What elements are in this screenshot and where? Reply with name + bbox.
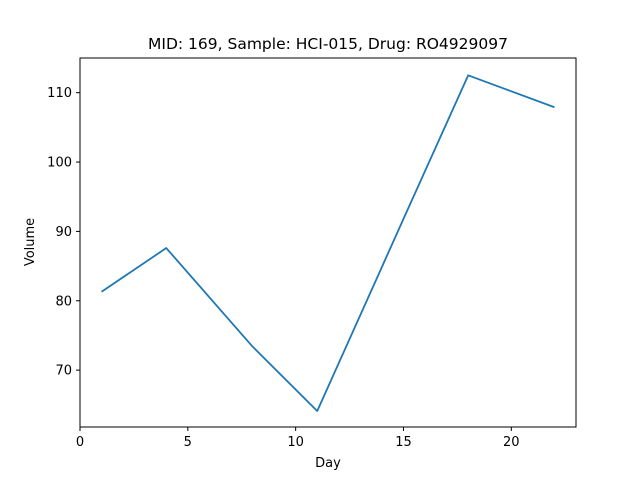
y-tick-label: 100 <box>47 156 72 171</box>
series-group <box>101 74 555 412</box>
y-tick-label: 110 <box>47 86 72 101</box>
series-line-0 <box>101 74 555 412</box>
y-tick-label: 80 <box>55 294 72 309</box>
x-axis-ticks: 0 5 10 15 20 <box>76 427 520 450</box>
y-tick-label: 90 <box>55 225 72 240</box>
y-tick-label: 70 <box>55 364 72 379</box>
x-axis-label: Day <box>315 456 341 471</box>
y-axis-ticks: 70 80 90 100 110 <box>47 86 80 379</box>
x-tick-label: 5 <box>184 435 192 450</box>
x-tick-label: 0 <box>76 435 84 450</box>
chart-title: MID: 169, Sample: HCI-015, Drug: RO49290… <box>148 35 508 53</box>
x-tick-label: 15 <box>395 435 412 450</box>
plot-frame <box>79 57 577 428</box>
x-tick-label: 10 <box>287 435 304 450</box>
x-tick-label: 20 <box>503 435 520 450</box>
y-axis-label: Volume <box>23 218 38 266</box>
